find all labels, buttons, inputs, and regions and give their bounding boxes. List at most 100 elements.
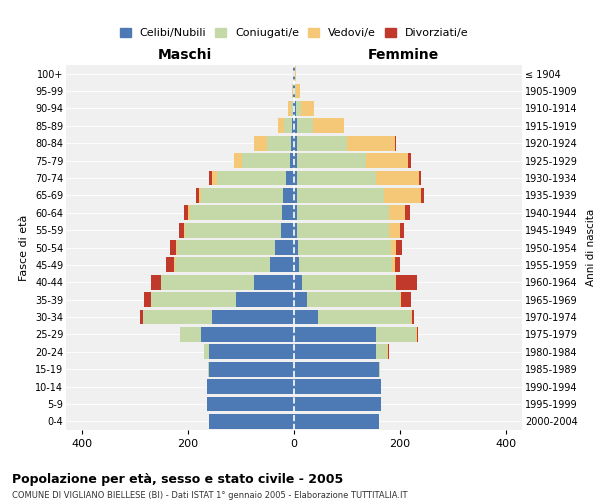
Bar	[294, 188, 296, 202]
Bar	[391, 240, 397, 255]
Bar	[212, 170, 217, 186]
Text: Maschi: Maschi	[157, 48, 212, 62]
Bar	[212, 310, 294, 324]
Bar	[178, 240, 275, 255]
Bar	[242, 153, 290, 168]
Bar	[307, 292, 400, 307]
Bar	[388, 344, 389, 359]
Bar	[395, 136, 396, 150]
Bar	[389, 222, 400, 238]
Bar	[294, 136, 296, 150]
Bar	[145, 292, 151, 307]
Bar	[417, 327, 418, 342]
Bar	[294, 206, 296, 220]
Bar	[347, 136, 395, 150]
Y-axis label: Fasce di età: Fasce di età	[19, 214, 29, 280]
Bar	[419, 170, 421, 186]
Bar	[209, 344, 294, 359]
Bar	[387, 344, 388, 359]
Bar	[294, 379, 382, 394]
Bar	[376, 327, 416, 342]
Bar	[201, 327, 294, 342]
Bar	[318, 310, 410, 324]
Bar	[217, 170, 286, 186]
Bar	[206, 396, 294, 411]
Bar	[294, 170, 296, 186]
Bar	[286, 170, 294, 186]
Bar	[234, 153, 242, 168]
Bar	[395, 275, 396, 289]
Bar	[298, 240, 391, 255]
Bar	[294, 240, 298, 255]
Bar	[379, 362, 380, 376]
Bar	[296, 136, 347, 150]
Bar	[301, 101, 314, 116]
Bar	[151, 292, 236, 307]
Bar	[294, 414, 379, 428]
Bar	[294, 222, 296, 238]
Bar	[208, 362, 209, 376]
Bar	[408, 153, 410, 168]
Bar	[294, 362, 379, 376]
Bar	[290, 153, 294, 168]
Bar	[275, 240, 294, 255]
Bar	[294, 310, 318, 324]
Bar	[283, 188, 294, 202]
Bar	[401, 292, 410, 307]
Bar	[254, 275, 294, 289]
Bar	[196, 188, 199, 202]
Bar	[140, 310, 143, 324]
Bar	[396, 275, 417, 289]
Bar	[294, 275, 302, 289]
Bar	[296, 84, 300, 98]
Bar	[176, 240, 178, 255]
Bar	[294, 344, 376, 359]
Bar	[296, 206, 389, 220]
Bar	[188, 206, 190, 220]
Bar	[288, 101, 291, 116]
Bar	[296, 222, 389, 238]
Bar	[206, 379, 294, 394]
Bar	[397, 240, 401, 255]
Bar	[313, 118, 344, 133]
Bar	[180, 327, 201, 342]
Bar	[201, 188, 283, 202]
Bar	[376, 170, 419, 186]
Bar	[302, 275, 395, 289]
Bar	[294, 327, 376, 342]
Bar	[175, 258, 270, 272]
Bar	[294, 101, 296, 116]
Bar	[283, 206, 294, 220]
Bar	[376, 344, 387, 359]
Bar	[209, 362, 294, 376]
Bar	[161, 275, 254, 289]
Bar	[296, 188, 384, 202]
Text: Popolazione per età, sesso e stato civile - 2005: Popolazione per età, sesso e stato civil…	[12, 472, 343, 486]
Bar	[395, 258, 400, 272]
Bar	[412, 310, 415, 324]
Text: Femmine: Femmine	[368, 48, 439, 62]
Bar	[281, 222, 294, 238]
Bar	[284, 118, 292, 133]
Bar	[170, 240, 176, 255]
Bar	[410, 310, 412, 324]
Bar	[204, 344, 209, 359]
Bar	[400, 292, 401, 307]
Bar	[270, 258, 294, 272]
Bar	[294, 258, 299, 272]
Bar	[294, 153, 296, 168]
Legend: Celibi/Nubili, Coniugati/e, Vedovi/e, Divorziati/e: Celibi/Nubili, Coniugati/e, Vedovi/e, Di…	[115, 23, 473, 42]
Bar	[400, 222, 404, 238]
Bar	[416, 327, 417, 342]
Bar	[384, 188, 421, 202]
Bar	[236, 292, 294, 307]
Bar	[296, 170, 376, 186]
Bar	[406, 206, 410, 220]
Bar	[294, 118, 296, 133]
Bar	[166, 258, 174, 272]
Bar	[293, 101, 294, 116]
Bar	[365, 153, 408, 168]
Bar	[185, 222, 281, 238]
Bar	[296, 101, 301, 116]
Bar	[209, 414, 294, 428]
